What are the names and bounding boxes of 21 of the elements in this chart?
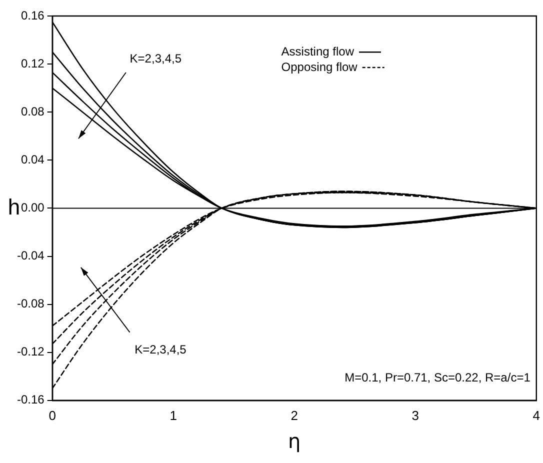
y-tick-label: 0.16 [20,8,45,22]
annotation: K=2,3,4,5 [134,342,187,356]
x-tick-label: 1 [170,408,177,423]
y-tick-label: -0.08 [16,296,45,311]
x-tick-label: 0 [48,408,56,423]
y-tick-label: -0.04 [16,248,45,263]
y-tick-label: 0.00 [20,200,45,215]
x-tick-label: 3 [412,408,419,423]
y-tick-label: -0.16 [16,392,45,407]
x-tick-label: 4 [532,408,540,423]
annotation: M=0.1, Pr=0.71, Sc=0.22, R=a/c=1 [344,370,531,385]
annotation: K=2,3,4,5 [130,52,182,66]
x-tick-label: 2 [290,408,298,423]
y-tick-label: -0.12 [16,344,45,359]
annotation: Opposing flow [281,60,358,74]
x-axis-title: η [288,429,301,454]
annotation: Assisting flow [281,44,354,58]
y-tick-label: 0.04 [20,152,45,166]
y-tick-label: 0.08 [20,104,45,118]
y-axis-title: h [8,194,20,220]
y-tick-label: 0.12 [20,56,45,70]
